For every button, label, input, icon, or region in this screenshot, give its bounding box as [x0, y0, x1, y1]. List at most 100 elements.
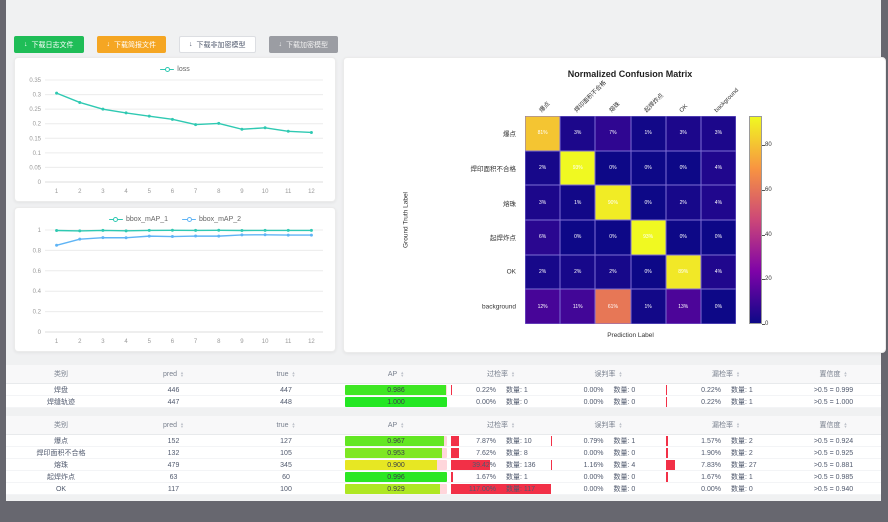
- column-header-AP[interactable]: AP ▲ ▼: [341, 420, 451, 429]
- svg-text:0.05: 0.05: [29, 165, 41, 171]
- matrix-cell-value: 3%: [714, 130, 723, 137]
- sort-icon[interactable]: ▲ ▼: [400, 420, 405, 428]
- matrix-cell-value: 0%: [644, 268, 652, 275]
- svg-text:1: 1: [55, 339, 59, 345]
- matrix-column-label: 焊印面积不合格: [573, 80, 608, 114]
- sort-icon[interactable]: ▲ ▼: [843, 420, 848, 429]
- misjudge-rate-cell: 0.00% 数量: 0: [551, 483, 666, 495]
- legend-label: bbox_mAP_1: [125, 216, 168, 223]
- column-header-置信度[interactable]: 置信度 ▲ ▼: [786, 369, 881, 379]
- miss-rate-cell-percent: 0.22%: [701, 386, 721, 394]
- column-header-AP[interactable]: AP ▲ ▼: [341, 370, 451, 377]
- sort-icon[interactable]: ▲ ▼: [511, 420, 515, 428]
- column-header-label: 置信度: [819, 422, 841, 429]
- download-log-button[interactable]: ↓ 下载日志文件: [14, 36, 84, 53]
- ap-bar: [345, 484, 440, 494]
- sort-icon[interactable]: ▲ ▼: [292, 421, 296, 428]
- table-header-row: 类别 pred ▲ ▼ true ▲ ▼ AP ▲ ▼ 过检率 ▲ ▼ 误判率 ▲ ▼ 漏检率 ▲ ▼ 置信度 ▲ ▼: [6, 416, 881, 435]
- map-chart-legend: bbox_mAP_1 bbox_mAP_2: [15, 208, 335, 225]
- svg-text:7: 7: [194, 189, 198, 195]
- matrix-cell-value: 0%: [679, 164, 687, 171]
- misjudge-rate-cell-count: 数量: 0: [613, 450, 636, 457]
- sort-icon[interactable]: ▲ ▼: [400, 370, 404, 377]
- matrix-cell: 3%: [665, 116, 701, 151]
- ap-value: 0.986: [387, 386, 405, 394]
- confidence-cell: >0.5 = 0.940: [813, 485, 854, 493]
- sort-icon[interactable]: ▲ ▼: [736, 421, 740, 428]
- ap-cell: 0.900: [345, 460, 447, 470]
- sort-asc-caret: ▲: [511, 420, 515, 426]
- column-header-label: 类别: [54, 422, 68, 429]
- overdetect-rate-cell: 0.00% 数量: 0: [451, 396, 551, 408]
- map-chart: 00.20.40.60.811 2 3 4 5 6 7 8 9 10 11 12: [33, 228, 323, 345]
- svg-text:8: 8: [217, 339, 221, 345]
- matrix-cell-value: 2%: [538, 268, 547, 275]
- sort-icon[interactable]: ▲ ▼: [511, 370, 515, 377]
- matrix-cell: 89%: [665, 254, 701, 290]
- download-encrypted-model-button[interactable]: ↓ 下载加密模型: [268, 36, 338, 53]
- pred-count-cell: 447: [167, 398, 180, 406]
- overdetect-rate-cell-percent: 117.00%: [468, 485, 496, 493]
- sort-icon[interactable]: ▲ ▼: [180, 369, 184, 377]
- sort-asc-caret: ▲: [180, 369, 184, 375]
- column-header-类别: 类别: [6, 369, 116, 379]
- column-header-过检率[interactable]: 过检率 ▲ ▼: [451, 369, 551, 379]
- sort-icon[interactable]: ▲ ▼: [618, 421, 623, 429]
- sort-icon[interactable]: ▲ ▼: [736, 370, 740, 378]
- sort-icon[interactable]: ▲ ▼: [844, 370, 848, 377]
- column-header-漏检率[interactable]: 漏检率 ▲ ▼: [666, 420, 786, 430]
- matrix-cell: 13%: [665, 289, 701, 324]
- download-report-button[interactable]: ↓ 下载简报文件: [96, 36, 166, 53]
- column-header-pred[interactable]: pred ▲ ▼: [116, 421, 231, 428]
- confidence-cell: >0.5 = 0.925: [813, 449, 854, 457]
- rate-bar: [551, 436, 552, 446]
- misjudge-rate-cell-percent: 0.00%: [583, 473, 604, 481]
- legend-item-bbox_mAP_2[interactable]: bbox_mAP_2: [182, 216, 241, 223]
- svg-text:12: 12: [308, 189, 315, 195]
- legend-item-loss[interactable]: loss: [160, 66, 190, 73]
- matrix-cell-value: 0%: [609, 234, 617, 241]
- sort-icon[interactable]: ▲ ▼: [180, 421, 184, 428]
- matrix-cell: 2%: [595, 254, 631, 290]
- sort-icon[interactable]: ▲ ▼: [619, 370, 623, 377]
- sort-asc-caret: ▲: [400, 420, 405, 426]
- column-header-true[interactable]: true ▲ ▼: [231, 370, 341, 377]
- matrix-cell: 1%: [630, 116, 666, 151]
- true-count-cell: 100: [280, 485, 292, 493]
- class-name-cell: 焊盘: [54, 387, 68, 394]
- column-header-误判率[interactable]: 误判率 ▲ ▼: [551, 420, 666, 430]
- true-count-cell: 60: [282, 473, 290, 481]
- matrix-cell-value: 4%: [714, 199, 723, 206]
- table-row: 焊盘 446 447 0.986 0.22% 数量: 1 0.00% 数量: 0 0.22% 数量…: [6, 384, 881, 396]
- column-header-label: AP: [387, 421, 398, 429]
- svg-text:7: 7: [194, 339, 198, 345]
- miss-rate-cell-percent: 1.90%: [701, 449, 721, 457]
- sort-desc-caret: ▼: [618, 424, 623, 429]
- misjudge-rate-cell: 0.00% 数量: 0: [551, 471, 666, 483]
- matrix-cell: 2%: [525, 254, 561, 290]
- download-unencrypted-model-button[interactable]: ↓ 下载非加密模型: [179, 36, 256, 53]
- class-name-cell: 焊印面积不合格: [36, 450, 86, 457]
- column-header-误判率[interactable]: 误判率 ▲ ▼: [551, 369, 666, 379]
- matrix-cell: 4%: [700, 185, 736, 220]
- training-dashboard: ↓ 下载日志文件 ↓ 下载简报文件 ↓ 下载非加密模型 ↓ 下载加密模型 los…: [6, 0, 886, 501]
- sort-desc-caret: ▼: [843, 424, 848, 429]
- sort-asc-caret: ▲: [843, 420, 848, 426]
- colorbar-tick-label: 40: [765, 231, 772, 238]
- column-header-pred[interactable]: pred ▲ ▼: [116, 369, 231, 377]
- legend-item-bbox_mAP_1[interactable]: bbox_mAP_1: [108, 216, 168, 223]
- table-row: 焊印面积不合格 132 105 0.953 7.62% 数量: 8 0.00% 数量: 0 1.…: [6, 447, 881, 459]
- column-header-漏检率[interactable]: 漏检率 ▲ ▼: [666, 369, 786, 379]
- column-header-label: 误判率: [594, 422, 616, 429]
- column-header-true[interactable]: true ▲ ▼: [231, 421, 341, 428]
- svg-text:11: 11: [285, 339, 292, 345]
- column-header-过检率[interactable]: 过检率 ▲ ▼: [451, 420, 551, 430]
- sort-desc-caret: ▼: [736, 373, 740, 378]
- rate-bar: [451, 484, 551, 494]
- ap-value: 0.900: [387, 461, 405, 469]
- matrix-cell: 4%: [700, 150, 736, 186]
- column-header-置信度[interactable]: 置信度 ▲ ▼: [786, 420, 881, 430]
- overdetect-rate-cell: 7.87% 数量: 10: [451, 435, 551, 447]
- sort-icon[interactable]: ▲ ▼: [292, 370, 296, 377]
